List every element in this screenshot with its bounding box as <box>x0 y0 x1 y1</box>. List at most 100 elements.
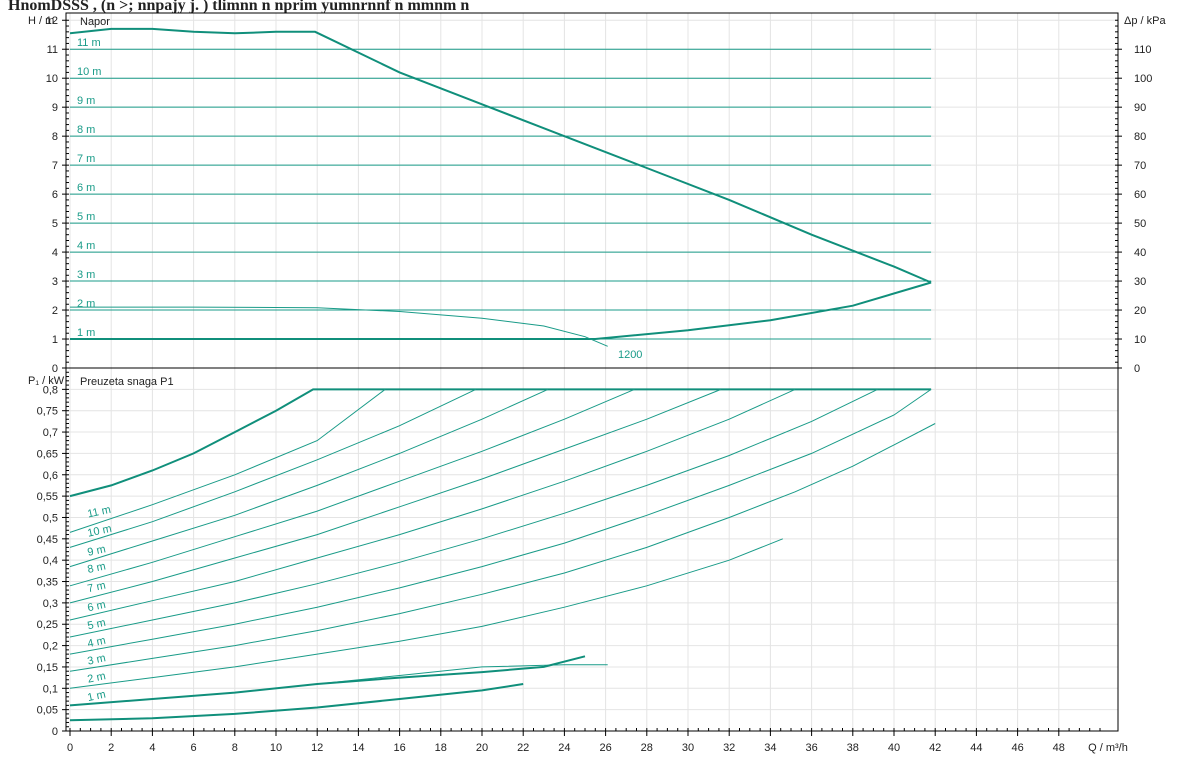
x-tick-label: 28 <box>641 742 653 754</box>
x-tick-label: 34 <box>764 742 776 754</box>
y-tick-label: 0,25 <box>37 619 58 631</box>
head-curve <box>70 306 608 347</box>
y-tick-label: 0,2 <box>43 641 58 653</box>
y-right-tick-label: 30 <box>1134 276 1146 288</box>
y-tick-label: 0,7 <box>43 427 58 439</box>
head-frame <box>65 12 1119 369</box>
y-tick-label: 0,45 <box>37 534 58 546</box>
y-tick-label: 6 <box>52 189 58 201</box>
head-line-label: 3 m <box>77 269 95 281</box>
power-curve-label: 9 m <box>86 543 106 559</box>
y-tick-label: 7 <box>52 160 58 172</box>
head-line-label: 6 m <box>77 182 95 194</box>
power-curve <box>69 538 783 689</box>
x-tick-label: 4 <box>149 742 155 754</box>
x-tick-label: 46 <box>1011 742 1023 754</box>
y-axis-label: H / m <box>28 15 54 27</box>
head-line-label: 1 m <box>77 327 95 339</box>
y-right-tick-label: 10 <box>1134 334 1146 346</box>
head-line-label: 2 m <box>77 298 95 310</box>
y-tick-label: 0,3 <box>43 598 58 610</box>
x-tick-label: 10 <box>270 742 282 754</box>
x-tick-label: 44 <box>970 742 982 754</box>
head-line-label: 8 m <box>77 124 95 136</box>
x-tick-label: 32 <box>723 742 735 754</box>
power-curve-label: 4 m <box>86 635 106 651</box>
power-curve <box>69 388 722 604</box>
y-right-tick-label: 70 <box>1134 160 1146 172</box>
y-tick-label: 5 <box>52 218 58 230</box>
y-right-tick-label: 20 <box>1134 305 1146 317</box>
x-tick-label: 42 <box>929 742 941 754</box>
power-curve <box>69 388 477 548</box>
head-line-label: 5 m <box>77 211 95 223</box>
y-right-tick-label: 40 <box>1134 247 1146 259</box>
y-right-tick-label: 50 <box>1134 218 1146 230</box>
y-tick-label: 11 <box>47 44 58 56</box>
x-tick-label: 14 <box>352 742 364 754</box>
y-tick-label: 0,6 <box>43 470 58 482</box>
y-tick-label: 4 <box>52 247 58 259</box>
power-curve-label: 2 m <box>86 670 106 686</box>
y-tick-label: 12 <box>46 15 58 27</box>
x-axis: 0 2 4 6 8 10 12 14 16 18 20 22 24 26 28 30 32 34 36 38 40 42 4… <box>67 728 1128 754</box>
x-tick-label: 0 <box>67 742 73 754</box>
x-axis-label: Q / m³/h <box>1088 742 1128 754</box>
power-curve <box>69 389 386 533</box>
power-frame <box>65 367 1119 732</box>
y-tick-label: 0,15 <box>37 662 58 674</box>
power-curve-label: 10 m <box>86 523 112 540</box>
x-tick-label: 12 <box>311 742 323 754</box>
y-axis-label-right: Δp / kPa <box>1124 15 1166 27</box>
head-line-label: 10 m <box>77 66 101 78</box>
y-axis-label: P₁ / kW <box>28 375 65 387</box>
power-curve-label: 1 m <box>86 688 106 704</box>
header-fragment: HnomDSSS , (n >; nnpajy j. ) tlimnn n np… <box>8 0 469 14</box>
x-tick-label: 40 <box>888 742 900 754</box>
head-curve-bold <box>69 27 932 284</box>
power-curve-bold <box>69 388 932 498</box>
head-curve-bold <box>70 281 932 340</box>
power-curve-label: 8 m <box>86 560 106 576</box>
power-panel: 0 0,05 0,1 0,15 0,2 0,25 0,3 0,35 0,4 0,45 0,5 0,55… <box>28 367 1119 738</box>
y-right-tick-label: 80 <box>1134 131 1146 143</box>
power-curve-label: 11 m <box>86 504 112 521</box>
x-tick-label: 24 <box>558 742 570 754</box>
power-curve <box>69 388 878 638</box>
power-curve <box>69 388 796 621</box>
x-tick-label: 26 <box>599 742 611 754</box>
curve-label: 1200 <box>618 349 642 361</box>
power-curve-label: 7 m <box>86 580 106 596</box>
power-curve <box>69 388 635 587</box>
head-line-label: 11 m <box>77 37 101 49</box>
x-tick-label: 8 <box>232 742 238 754</box>
y-tick-label: 0,05 <box>37 705 58 717</box>
x-tick-label: 20 <box>476 742 488 754</box>
y-tick-label: 0,8 <box>43 384 58 396</box>
x-tick-label: 38 <box>847 742 859 754</box>
head-line-label: 4 m <box>77 240 95 252</box>
y-tick-label: 0 <box>52 726 58 738</box>
power-curve-bold <box>69 655 586 707</box>
power-curve <box>69 388 932 655</box>
y-tick-label: 10 <box>46 73 58 85</box>
y-tick-label: 0,35 <box>37 577 58 589</box>
y-right-tick-label: 110 <box>1134 44 1152 56</box>
head-panel: 0123456789101112010203040506070809010011… <box>28 12 1166 375</box>
y-right-tick-label: 90 <box>1134 102 1146 114</box>
y-right-tick-label: 0 <box>1134 363 1140 375</box>
head-line-label: 9 m <box>77 95 95 107</box>
panel-title: Preuzeta snaga P1 <box>80 376 174 388</box>
power-curve-label: 6 m <box>86 599 106 615</box>
power-curve-bold <box>69 683 524 722</box>
x-tick-label: 48 <box>1053 742 1065 754</box>
x-tick-label: 2 <box>108 742 114 754</box>
y-tick-label: 0 <box>52 363 58 375</box>
y-right-tick-label: 100 <box>1134 73 1152 85</box>
y-tick-label: 0,75 <box>37 406 58 418</box>
x-tick-label: 30 <box>682 742 694 754</box>
y-tick-label: 3 <box>52 276 58 288</box>
x-tick-label: 18 <box>435 742 447 754</box>
x-tick-label: 22 <box>517 742 529 754</box>
